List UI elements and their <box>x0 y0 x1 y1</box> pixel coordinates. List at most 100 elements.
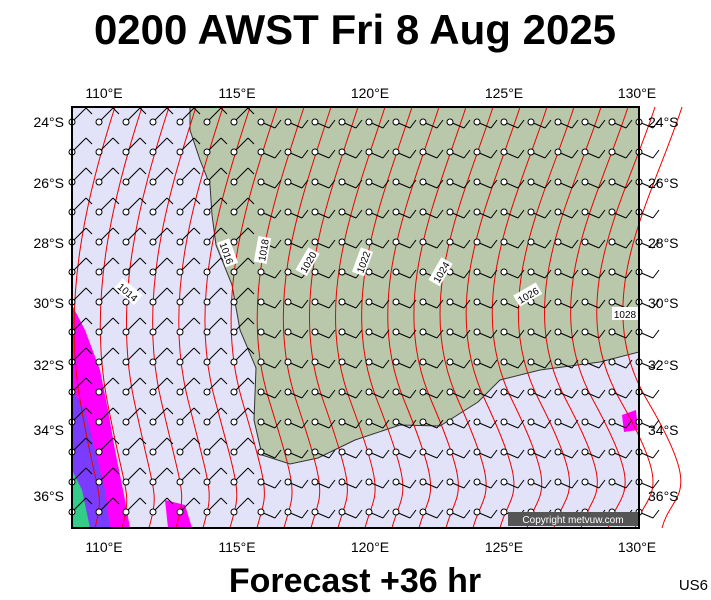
barb-flag <box>139 197 147 205</box>
lon-label: 120°E <box>351 85 389 101</box>
barb-flag <box>301 179 309 189</box>
isobar <box>73 106 116 529</box>
station <box>365 148 373 156</box>
station <box>284 358 292 366</box>
lat-label: 32°S <box>648 357 679 373</box>
station <box>95 298 103 306</box>
isobar <box>570 106 629 529</box>
lat-label: 26°S <box>33 175 64 191</box>
barb-flag <box>355 479 363 489</box>
station <box>95 358 103 366</box>
station <box>338 118 346 126</box>
station <box>581 478 589 486</box>
barb-flag <box>436 179 444 189</box>
station <box>608 328 616 336</box>
barb-flag <box>220 197 228 205</box>
station <box>176 388 184 396</box>
barb-flag <box>193 137 201 145</box>
station <box>257 418 265 426</box>
station <box>122 418 130 426</box>
station <box>203 328 211 336</box>
station <box>311 388 319 396</box>
station <box>608 178 616 186</box>
station <box>419 328 427 336</box>
barb-flag <box>274 239 282 249</box>
title: 0200 AWST Fri 8 Aug 2025 <box>94 6 616 53</box>
barb-flag <box>463 149 471 159</box>
station <box>500 508 508 516</box>
barb-flag <box>166 137 174 145</box>
station <box>581 148 589 156</box>
barb-flag <box>436 509 444 519</box>
station <box>149 268 157 276</box>
station <box>284 178 292 186</box>
barb-flag <box>598 119 606 129</box>
barb-flag <box>436 419 444 429</box>
station <box>203 148 211 156</box>
station <box>257 148 265 156</box>
station <box>122 178 130 186</box>
barb-flag <box>301 359 309 369</box>
barb-flag <box>328 299 336 309</box>
station <box>95 178 103 186</box>
station <box>500 238 508 246</box>
barb-flag <box>355 419 363 429</box>
barb-flag <box>85 257 93 265</box>
station <box>554 178 562 186</box>
barb-flag <box>274 329 282 339</box>
barb-flag <box>355 329 363 339</box>
isobar <box>308 106 359 529</box>
map-frame <box>71 106 640 529</box>
station <box>392 268 400 276</box>
station <box>554 268 562 276</box>
station <box>473 508 481 516</box>
station <box>311 448 319 456</box>
barb-flag <box>436 119 444 129</box>
station <box>230 448 238 456</box>
barb-flag <box>490 269 498 279</box>
station <box>176 178 184 186</box>
station <box>473 358 481 366</box>
station <box>338 388 346 396</box>
station <box>284 148 292 156</box>
barb-flag <box>490 389 498 399</box>
station <box>122 268 130 276</box>
barb-flag <box>571 299 579 309</box>
barb-flag <box>112 227 120 235</box>
barb-flag <box>517 149 525 159</box>
station <box>392 388 400 396</box>
barb-flag <box>139 167 147 175</box>
barb-flag <box>544 479 552 489</box>
station <box>284 478 292 486</box>
barb-flag <box>247 107 255 115</box>
station <box>338 238 346 246</box>
barb-flag <box>409 419 417 429</box>
barb-flag <box>490 149 498 159</box>
station <box>95 388 103 396</box>
lat-label: 36°S <box>33 488 64 504</box>
station <box>392 238 400 246</box>
barb-flag <box>85 197 93 205</box>
station <box>500 358 508 366</box>
station <box>608 478 616 486</box>
barb-flag <box>112 407 120 415</box>
station <box>554 418 562 426</box>
station <box>338 358 346 366</box>
barb-flag <box>274 179 282 189</box>
barb-flag <box>382 119 390 129</box>
barb-flag <box>328 239 336 249</box>
station <box>608 298 616 306</box>
barb-flag <box>274 419 282 429</box>
station <box>365 328 373 336</box>
barb-flag <box>463 479 471 489</box>
station <box>419 268 427 276</box>
station <box>365 508 373 516</box>
barb-flag <box>220 467 228 475</box>
barb-flag <box>220 287 228 295</box>
station <box>392 418 400 426</box>
barb-flag <box>301 389 309 399</box>
barb-flag <box>139 407 147 415</box>
station <box>581 448 589 456</box>
barb-flag <box>517 119 525 129</box>
barb-flag <box>598 269 606 279</box>
